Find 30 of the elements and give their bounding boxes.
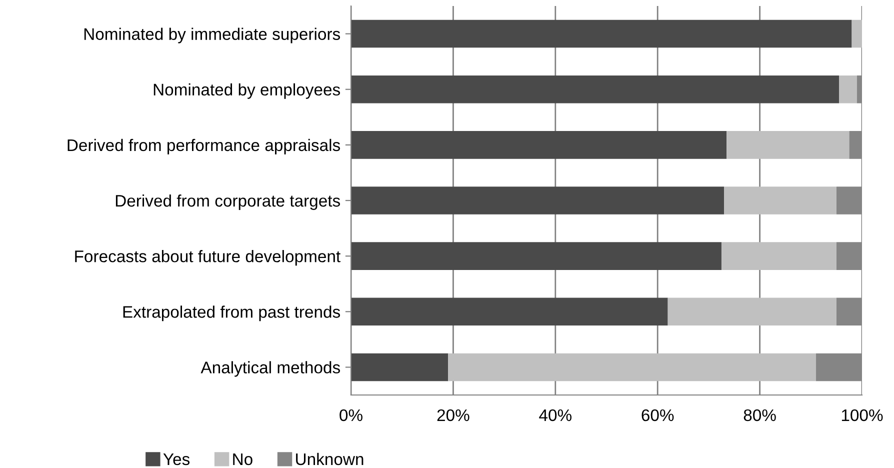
bar [351, 242, 722, 270]
y-tick-label: Derived from performance appraisals [68, 138, 340, 154]
legend-label: No [233, 453, 252, 466]
bar [724, 186, 836, 214]
bar [726, 131, 850, 159]
y-tick-label: Derived from corporate targets [116, 194, 340, 210]
bar [351, 75, 840, 104]
y-tick-label: Forecasts about future development [75, 250, 340, 266]
x-tick-label: 40% [539, 409, 572, 422]
bar [852, 20, 862, 48]
bar [448, 353, 816, 382]
bar [351, 131, 727, 159]
bar [351, 298, 668, 326]
y-tick-label: Nominated by employees [154, 83, 340, 99]
x-tick-label: 60% [642, 409, 674, 422]
bar [721, 242, 836, 270]
bar [351, 353, 448, 382]
bar [668, 298, 836, 326]
bar [351, 186, 724, 214]
bar [839, 75, 857, 104]
y-tick-label: Analytical methods [200, 361, 340, 377]
y-tick-label: Extrapolated from past trends [123, 306, 340, 322]
legend-label: Yes [163, 453, 190, 466]
x-tick-label: 0% [340, 409, 362, 422]
x-tick-label: 20% [437, 409, 470, 422]
x-tick-label: 80% [744, 409, 776, 422]
x-tick-label: 100% [842, 409, 883, 422]
y-tick-label: Nominated by immediate superiors [84, 28, 340, 44]
legend-label: Unknown [296, 452, 364, 466]
bar [351, 20, 852, 48]
